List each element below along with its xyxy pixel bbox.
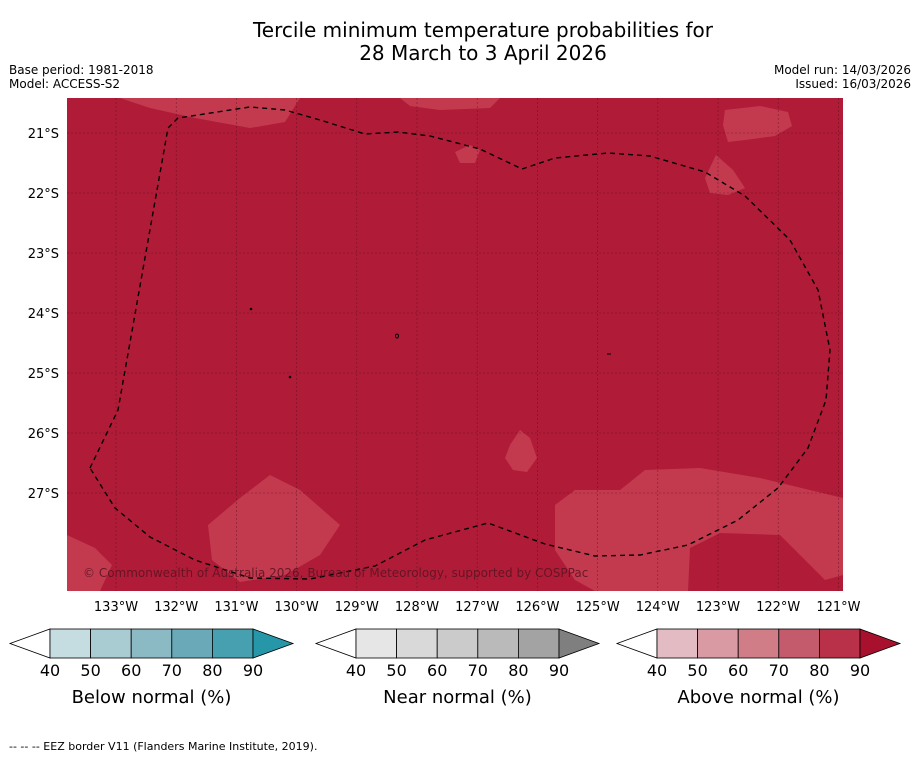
colorbar-tick-label: 90 bbox=[243, 661, 263, 680]
colorbar-tick-label: 90 bbox=[850, 661, 870, 680]
lon-label: 128°W bbox=[395, 600, 439, 615]
colorbar-legends: 40 50 60 70 80 90 Below normal (%) 40 50 60 70 80 90… bbox=[8, 628, 902, 708]
colorbar-tick-label: 50 bbox=[687, 661, 707, 680]
colorbar-3: 40 50 60 70 80 90 Above normal (%) bbox=[615, 628, 902, 708]
longitude-labels: 133°W 132°W 131°W 130°W 129°W 128°W 127°W 126°W… bbox=[94, 600, 861, 615]
small-islands bbox=[249, 307, 611, 379]
colorbar-segment bbox=[355, 628, 397, 659]
colorbar-title: Above normal (%) bbox=[677, 687, 839, 708]
colorbar-tick-label: 70 bbox=[769, 661, 789, 680]
lat-label: 25°S bbox=[28, 367, 59, 382]
lon-label: 121°W bbox=[816, 600, 860, 615]
lat-label: 21°S bbox=[28, 127, 59, 142]
colorbar-segment bbox=[90, 628, 132, 659]
lat-label: 23°S bbox=[28, 247, 59, 262]
colorbar-over-triangle bbox=[252, 628, 295, 659]
colorbar-segment bbox=[778, 628, 820, 659]
patch-bottom-mid bbox=[208, 475, 340, 582]
colorbar-title: Below normal (%) bbox=[72, 687, 232, 708]
colorbar-tick-label: 70 bbox=[468, 661, 488, 680]
colorbar-tick-label: 80 bbox=[202, 661, 222, 680]
colorbar-segment bbox=[819, 628, 861, 659]
colorbar-tick-label: 40 bbox=[647, 661, 667, 680]
colorbar-tick-label: 50 bbox=[80, 661, 100, 680]
lat-label: 24°S bbox=[28, 307, 59, 322]
colorbar-segment bbox=[477, 628, 519, 659]
lat-label: 27°S bbox=[28, 487, 59, 502]
lon-label: 123°W bbox=[696, 600, 740, 615]
patch-bottom-right bbox=[555, 468, 843, 591]
lon-label: 122°W bbox=[756, 600, 800, 615]
lon-label: 131°W bbox=[214, 600, 258, 615]
map-title: Tercile minimum temperature probabilitie… bbox=[0, 19, 919, 65]
lon-label: 130°W bbox=[275, 600, 319, 615]
colorbar-segment bbox=[697, 628, 739, 659]
model-name: Model: ACCESS-S2 bbox=[9, 77, 121, 91]
run-info: Model run: 14/03/2026 Issued: 16/03/2026 bbox=[774, 63, 911, 91]
base-period: Base period: 1981-2018 bbox=[9, 63, 154, 77]
colorbar-tick-label: 60 bbox=[427, 661, 447, 680]
colorbar-segment bbox=[396, 628, 438, 659]
lon-label: 133°W bbox=[94, 600, 138, 615]
colorbar-1: 40 50 60 70 80 90 Below normal (%) bbox=[8, 628, 295, 708]
colorbar-tick-label: 80 bbox=[809, 661, 829, 680]
colorbar-tick-label: 80 bbox=[508, 661, 528, 680]
colorbar-tick-label: 70 bbox=[162, 661, 182, 680]
colorbar-segment bbox=[737, 628, 780, 659]
colorbar-segment bbox=[518, 628, 560, 659]
lon-label: 124°W bbox=[636, 600, 680, 615]
base-info: Base period: 1981-2018 Model: ACCESS-S2 bbox=[9, 63, 154, 91]
patch-bottom-left bbox=[67, 535, 112, 591]
graticule bbox=[67, 98, 843, 591]
colorbar-tick-label: 40 bbox=[346, 661, 366, 680]
patch-top-mid bbox=[400, 98, 500, 110]
colorbar-title: Near normal (%) bbox=[383, 687, 532, 708]
lon-label: 126°W bbox=[515, 600, 559, 615]
lon-label: 132°W bbox=[154, 600, 198, 615]
colorbar-over-triangle bbox=[558, 628, 601, 659]
colorbar-segment bbox=[211, 628, 254, 659]
patch-right-upper bbox=[705, 155, 745, 195]
colorbar-tick-label: 90 bbox=[549, 661, 569, 680]
lon-label: 129°W bbox=[335, 600, 379, 615]
colorbar-under-triangle bbox=[8, 628, 51, 659]
colorbar-segment bbox=[436, 628, 479, 659]
colorbar-segment bbox=[171, 628, 213, 659]
model-run: Model run: 14/03/2026 bbox=[773, 63, 911, 77]
patch-center-south bbox=[505, 430, 537, 472]
colorbar-tick-label: 50 bbox=[386, 661, 406, 680]
issued-date: Issued: 16/03/2026 bbox=[795, 77, 911, 91]
colorbar-under-triangle bbox=[615, 628, 658, 659]
lon-label: 125°W bbox=[576, 600, 620, 615]
colorbar-tick-label: 60 bbox=[121, 661, 141, 680]
lat-label: 26°S bbox=[28, 427, 59, 442]
colorbar-under-triangle bbox=[314, 628, 357, 659]
colorbar-segment bbox=[49, 628, 91, 659]
colorbar-tick-label: 40 bbox=[40, 661, 60, 680]
colorbar-over-triangle bbox=[859, 628, 902, 659]
lon-label: 127°W bbox=[455, 600, 499, 615]
lighter-probability-areas bbox=[67, 98, 843, 591]
latitude-labels: 21°S 22°S 23°S 24°S 25°S 26°S 27°S bbox=[28, 127, 59, 502]
patch-small-north bbox=[455, 145, 480, 163]
title-line-2: 28 March to 3 April 2026 bbox=[359, 41, 607, 65]
title-line-1: Tercile minimum temperature probabilitie… bbox=[252, 18, 714, 42]
copyright-notice: © Commonwealth of Australia 2026, Bureau… bbox=[83, 566, 588, 580]
eez-border bbox=[89, 106, 831, 580]
eez-footnote: -- -- -- EEZ border V11 (Flanders Marine… bbox=[9, 740, 318, 753]
colorbar-2: 40 50 60 70 80 90 Near normal (%) bbox=[314, 628, 601, 708]
colorbar-tick-label: 60 bbox=[728, 661, 748, 680]
map-area: © Commonwealth of Australia 2026, Bureau… bbox=[67, 98, 843, 591]
lat-label: 22°S bbox=[28, 187, 59, 202]
colorbar-segment bbox=[130, 628, 173, 659]
colorbar-segment bbox=[656, 628, 698, 659]
